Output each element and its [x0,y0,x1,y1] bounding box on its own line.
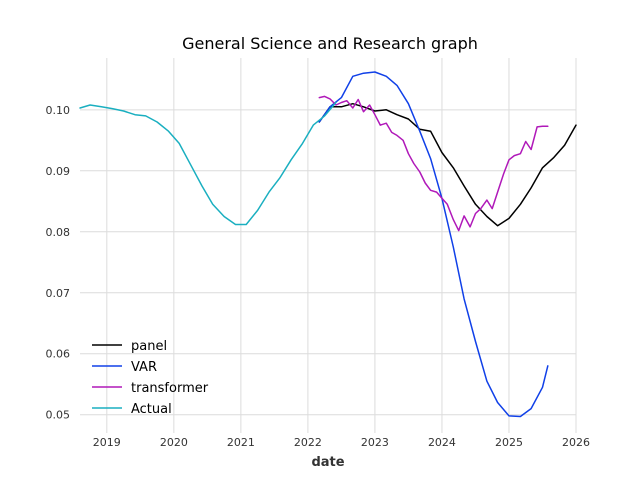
legend-label-panel: panel [131,339,167,354]
y-tick-label: 0.07 [46,287,71,300]
series-line-panel [318,102,577,227]
legend-label-transformer: transformer [131,381,209,396]
x-tick-label: 2021 [227,436,255,449]
x-tick-label: 2019 [93,436,121,449]
chart-title: General Science and Research graph [182,34,478,53]
legend: panel VAR transformer Actual [92,339,209,417]
x-tick-label: 2024 [428,436,456,449]
x-tick-label: 2020 [160,436,188,449]
x-tick-label: 2025 [495,436,523,449]
y-tick-label: 0.09 [46,165,71,178]
y-tick-label: 0.08 [46,226,71,239]
x-tick-label: 2026 [562,436,590,449]
series-line-actual [79,101,337,226]
x-tick-label: 2022 [294,436,322,449]
series-lines [79,71,577,418]
legend-label-actual: Actual [131,402,172,417]
x-tick-label: 2023 [361,436,389,449]
y-tick-label: 0.10 [46,104,71,117]
y-tick-label: 0.06 [46,348,71,361]
grid [80,58,577,433]
axis-ticks: 2019 2020 2021 2022 2023 2024 2025 2026 0.05 0.06… [46,104,591,449]
series-line-var [318,71,549,418]
y-tick-label: 0.05 [46,409,71,422]
x-axis-title: date [311,455,344,470]
legend-label-var: VAR [131,360,157,375]
series-line-transformer [318,95,549,232]
